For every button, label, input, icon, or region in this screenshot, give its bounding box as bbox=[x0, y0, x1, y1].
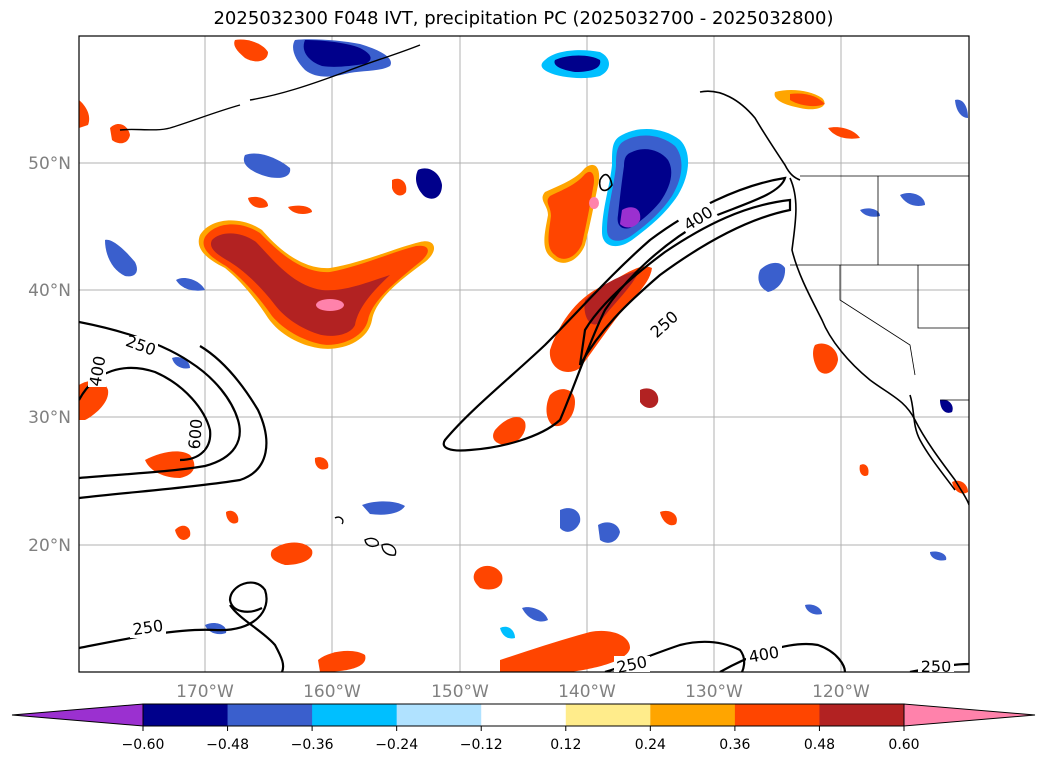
lon-label: 130°W bbox=[685, 682, 743, 702]
colorbar-segment bbox=[650, 704, 736, 726]
colorbar-segment bbox=[481, 704, 567, 726]
colorbar-tick-label: −0.60 bbox=[122, 737, 165, 753]
precip-positive-areas bbox=[79, 39, 968, 672]
colorbar-segment bbox=[819, 704, 905, 726]
contour-label: 250 bbox=[131, 616, 164, 639]
longitude-labels: 170°W 160°W 150°W 140°W 130°W 120°W bbox=[176, 682, 870, 702]
colorbar-segment bbox=[227, 704, 313, 726]
colorbar-segment bbox=[734, 704, 820, 726]
colorbar-segment bbox=[143, 704, 229, 726]
precip-negative-areas bbox=[105, 39, 968, 639]
colorbar-segments bbox=[11, 703, 1036, 727]
lat-label: 20°N bbox=[28, 536, 71, 556]
colorbar-tick-label: −0.24 bbox=[375, 737, 418, 753]
lon-label: 160°W bbox=[303, 682, 361, 702]
state-borders bbox=[790, 175, 969, 401]
colorbar-tick-label: −0.48 bbox=[206, 737, 249, 753]
chart-title: 2025032300 F048 IVT, precipitation PC (2… bbox=[213, 8, 834, 29]
colorbar: −0.60 −0.48 −0.36 −0.24 −0.12 0.12 0.24 0.36 0.4… bbox=[11, 703, 1036, 753]
lon-label: 120°W bbox=[812, 682, 870, 702]
colorbar-segment bbox=[396, 704, 482, 726]
colorbar-tick-label: 0.12 bbox=[550, 737, 581, 753]
map-panel bbox=[78, 35, 970, 673]
lon-label: 170°W bbox=[176, 682, 234, 702]
colorbar-segment bbox=[312, 704, 398, 726]
latitude-labels: 50°N 40°N 30°N 20°N bbox=[28, 154, 71, 556]
colorbar-tick-label: 0.24 bbox=[635, 737, 666, 753]
lon-label: 150°W bbox=[431, 682, 489, 702]
colorbar-extend-min bbox=[11, 703, 144, 727]
colorbar-ticks: −0.60 −0.48 −0.36 −0.24 −0.12 0.12 0.24 0.36 0.4… bbox=[122, 726, 920, 753]
colorbar-extend-max bbox=[903, 703, 1036, 727]
gridlines bbox=[79, 36, 969, 672]
colorbar-outline bbox=[142, 703, 905, 727]
coastlines bbox=[598, 90, 969, 506]
colorbar-tick-label: 0.60 bbox=[888, 737, 919, 753]
lat-label: 40°N bbox=[28, 281, 71, 301]
colorbar-tick-label: 0.48 bbox=[804, 737, 835, 753]
contour-label: 250 bbox=[921, 657, 952, 676]
colorbar-tick-label: 0.36 bbox=[719, 737, 750, 753]
lon-label: 140°W bbox=[558, 682, 616, 702]
contour-label: 600 bbox=[185, 418, 207, 450]
colorbar-tick-label: −0.12 bbox=[460, 737, 503, 753]
lat-label: 50°N bbox=[28, 154, 71, 174]
colorbar-segment bbox=[565, 704, 651, 726]
colorbar-tick-label: −0.36 bbox=[291, 737, 334, 753]
islands bbox=[119, 44, 421, 556]
lat-label: 30°N bbox=[28, 408, 71, 428]
